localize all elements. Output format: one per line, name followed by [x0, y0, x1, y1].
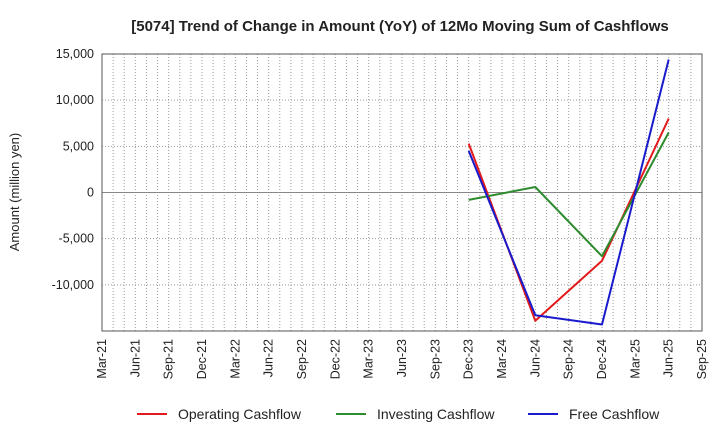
y-tick-label: -10,000	[52, 278, 94, 292]
x-tick-label: Sep-25	[695, 339, 709, 379]
x-tick-label: Mar-24	[495, 339, 509, 379]
y-tick-label: 10,000	[56, 93, 94, 107]
y-axis-label: Amount (million yen)	[7, 133, 22, 252]
y-tick-label: 5,000	[63, 139, 94, 153]
series-lines	[467, 59, 670, 326]
x-tick-label: Jun-24	[528, 339, 542, 377]
x-tick-label: Sep-21	[162, 339, 176, 379]
legend-label-free-cashflow: Free Cashflow	[569, 406, 660, 422]
y-tick-label: 0	[87, 186, 94, 200]
y-tick-labels: 15,000 10,000 5,000 0 -5,000 -10,000	[52, 47, 94, 292]
x-tick-label: Sep-22	[295, 339, 309, 379]
x-tick-label: Jun-21	[128, 339, 142, 377]
x-tick-label: Dec-21	[195, 339, 209, 379]
legend-label-investing-cashflow: Investing Cashflow	[377, 406, 495, 422]
x-tick-label: Dec-24	[595, 339, 609, 379]
x-tick-label: Mar-22	[228, 339, 242, 379]
y-tick-label: 15,000	[56, 47, 94, 61]
x-tick-label: Mar-23	[362, 339, 376, 379]
x-tick-label: Sep-24	[562, 339, 576, 379]
chart-title: [5074] Trend of Change in Amount (YoY) o…	[131, 18, 669, 35]
x-tick-label: Jun-22	[262, 339, 276, 377]
x-tick-labels: Mar-21 Jun-21 Sep-21 Dec-21 Mar-22 Jun-22 Sep-…	[95, 339, 709, 379]
x-tick-label: Mar-25	[628, 339, 642, 379]
y-tick-label: -5,000	[59, 232, 94, 246]
x-tick-label: Dec-22	[328, 339, 342, 379]
plot-frame	[101, 53, 703, 332]
x-tick-label: Jun-25	[662, 339, 676, 377]
legend: Operating Cashflow Investing Cashflow Free…	[137, 406, 660, 422]
series-line-free-cashflow	[467, 59, 670, 326]
grid-lines	[102, 53, 702, 331]
x-tick-label: Sep-23	[428, 339, 442, 379]
x-tick-label: Dec-23	[462, 339, 476, 379]
x-tick-label: Jun-23	[395, 339, 409, 377]
legend-label-operating-cashflow: Operating Cashflow	[178, 406, 302, 422]
x-tick-label: Mar-21	[95, 339, 109, 379]
